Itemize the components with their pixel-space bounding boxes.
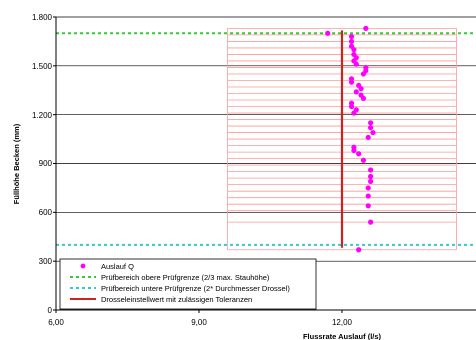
y-tick-label: 600 <box>39 208 53 217</box>
data-point <box>365 185 371 191</box>
data-point <box>348 103 355 110</box>
data-point <box>348 79 355 85</box>
y-tick-label: 0 <box>48 306 53 315</box>
y-tick-label: 1.200 <box>32 111 53 120</box>
data-point <box>351 147 357 154</box>
legend-label-setpoint: Drosseleinstellwert mit zulässigen Toler… <box>101 295 252 304</box>
limit-lines <box>56 32 476 246</box>
y-tick-label: 900 <box>39 159 53 168</box>
data-point <box>368 219 374 225</box>
legend-label-auslauf: Auslauf Q <box>101 262 134 271</box>
data-point <box>351 110 357 116</box>
legend-label-upper-limit: Prüfbereich obere Prüfgrenze (2/3 max. S… <box>101 273 270 282</box>
x-tick-label: 12,00 <box>332 318 353 327</box>
y-tick-label: 300 <box>39 257 53 266</box>
y-tick-labels: 0 300 600 900 1.200 1.500 1.800 <box>32 13 53 315</box>
x-axis-title: Flussrate Auslauf (l/s) <box>303 332 382 340</box>
x-tick-label: 9,00 <box>191 318 207 327</box>
data-point <box>365 193 371 199</box>
data-point <box>363 25 369 31</box>
data-points <box>325 25 376 253</box>
data-point <box>358 86 364 92</box>
data-point <box>368 120 374 126</box>
x-tick-label: 6,00 <box>48 318 64 327</box>
x-tick-labels: 6,00 9,00 12,00 <box>48 318 352 327</box>
data-point <box>368 125 374 131</box>
data-point <box>365 203 371 209</box>
legend-marker-auslauf <box>80 263 86 269</box>
data-point <box>353 89 359 95</box>
data-point <box>348 33 355 40</box>
legend-box <box>59 258 317 310</box>
data-point <box>365 134 371 141</box>
data-point <box>351 46 357 53</box>
gridlines <box>56 16 476 262</box>
data-point <box>356 247 362 253</box>
data-point <box>360 157 367 163</box>
data-point <box>353 61 359 67</box>
data-point <box>368 173 374 180</box>
data-point <box>360 71 367 77</box>
data-point <box>360 95 367 101</box>
legend: Auslauf Q Prüfbereich obere Prüfgrenze (… <box>59 258 317 310</box>
data-point <box>370 129 376 136</box>
y-tick-label: 1.800 <box>32 13 53 22</box>
y-axis-title: Füllhöhe Becken (mm) <box>12 123 21 204</box>
data-point <box>368 178 374 185</box>
axes <box>53 16 476 313</box>
data-point <box>325 30 331 36</box>
legend-label-lower-limit: Prüfbereich untere Prüfgrenze (2* Durchm… <box>101 284 290 293</box>
data-point <box>356 151 362 157</box>
data-point <box>368 167 374 173</box>
data-point <box>348 38 355 45</box>
y-tick-label: 1.500 <box>32 62 53 71</box>
